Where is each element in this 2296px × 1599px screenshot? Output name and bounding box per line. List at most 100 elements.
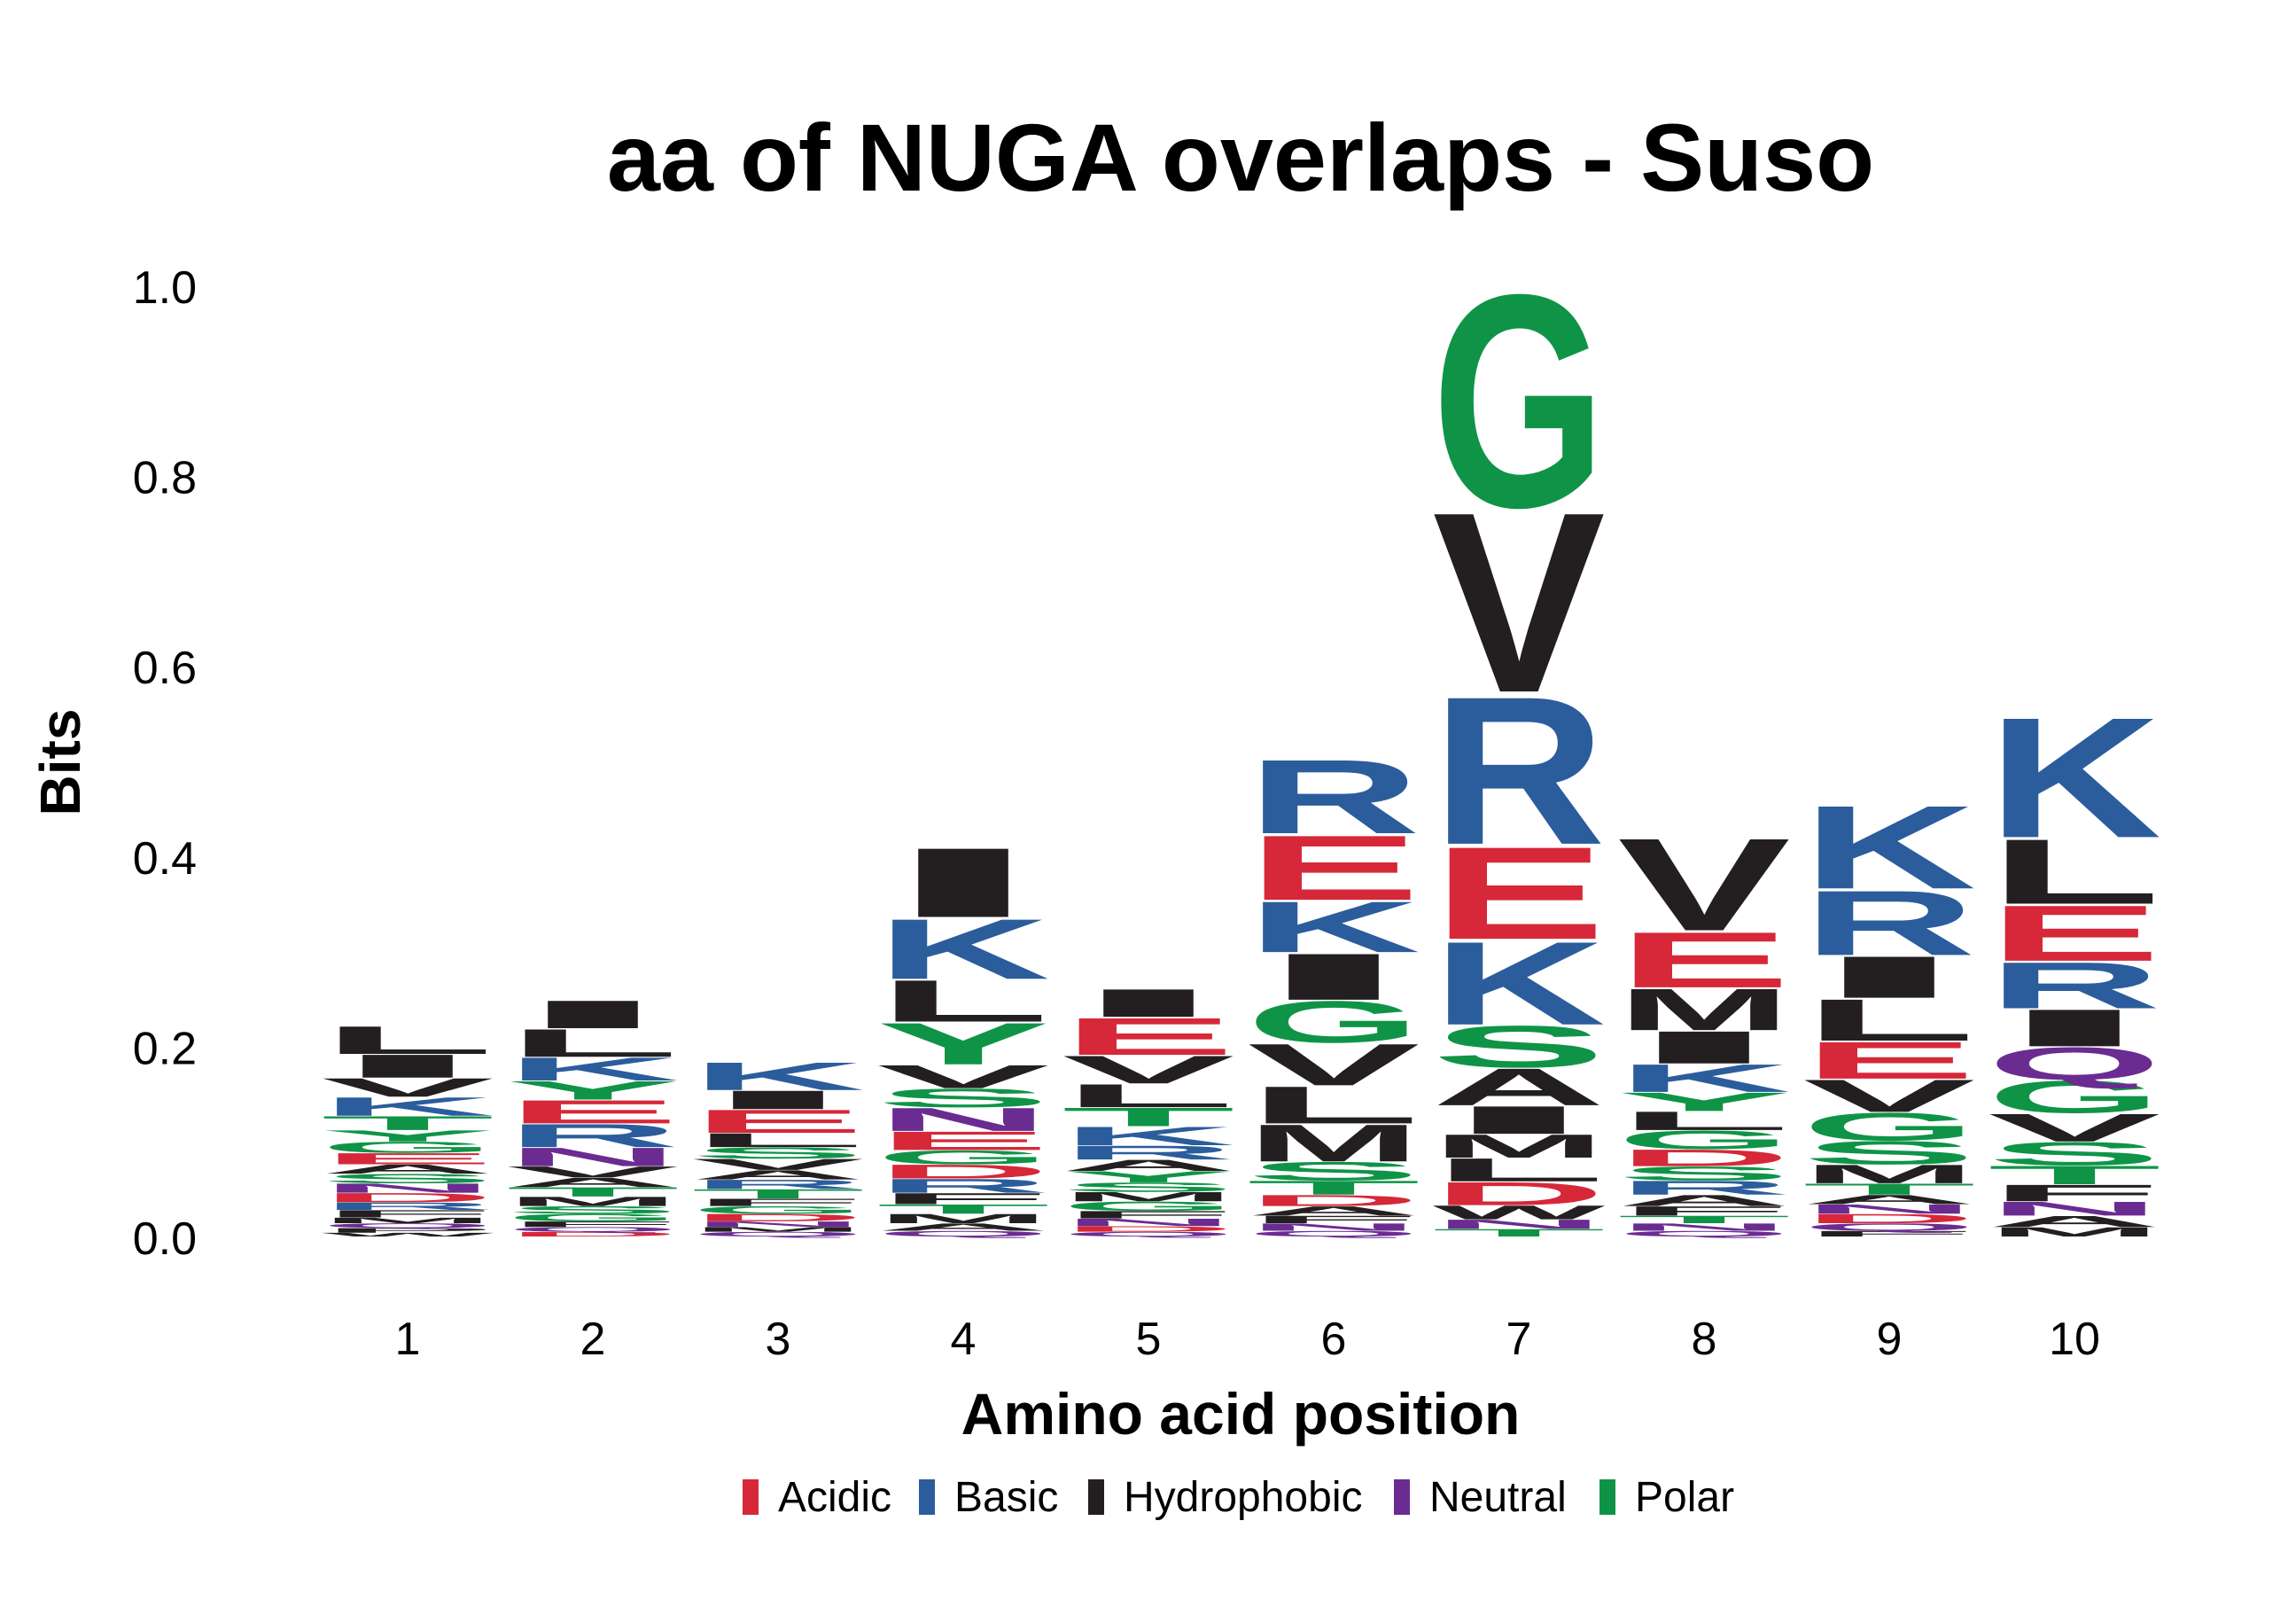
logo-letter: R <box>1247 738 1420 856</box>
logo-letter: Q <box>1988 1038 2161 1089</box>
logo-letter: R <box>1802 871 1976 975</box>
legend-swatch <box>919 1479 935 1515</box>
logo-letter: T <box>691 1187 865 1202</box>
y-tick-label: 1.0 <box>133 262 197 314</box>
logo-letter: E <box>1988 889 2161 978</box>
logo-letter: A <box>691 1167 865 1182</box>
legend-swatch <box>1599 1479 1615 1515</box>
x-tick-label: 8 <box>1692 1314 1717 1365</box>
logo-letter: D <box>1617 1144 1791 1171</box>
logo-letter: P <box>321 1227 494 1234</box>
chart-title: aa of NUGA overlaps - Suso <box>607 104 1874 211</box>
logo-letter: G <box>691 1204 865 1215</box>
x-tick-label: 10 <box>2049 1314 2100 1365</box>
y-axis-title: Bits <box>28 709 92 816</box>
logo-letter: N <box>691 1220 865 1228</box>
logo-letter: A <box>321 1162 494 1177</box>
logo-letter: V <box>876 1058 1049 1096</box>
logo-letter: D <box>1432 1175 1606 1213</box>
logo-letter: V <box>1247 1032 1420 1098</box>
logo-letter: G <box>321 1138 494 1156</box>
x-tick-label: 6 <box>1321 1314 1347 1365</box>
logo-letter: S <box>1802 1135 1976 1172</box>
logo-letter: S <box>1617 1163 1791 1185</box>
logo-letter: F <box>1802 1229 1976 1238</box>
logo-letter: I <box>1247 940 1420 1014</box>
y-tick-label: 0.8 <box>133 453 197 504</box>
logo-letter: K <box>1062 1121 1235 1150</box>
legend-swatch <box>1394 1479 1410 1515</box>
logo-letter: V <box>1062 1048 1234 1092</box>
logo-letter: F <box>1617 1204 1791 1219</box>
logo-letter: I <box>321 1048 494 1085</box>
logo-letter: G <box>506 1212 680 1223</box>
logo-letter: R <box>1988 948 2161 1022</box>
logo-letter: T <box>1802 1181 1976 1198</box>
legend: Acidic Basic Hydrophobic Neutral Polar <box>743 1474 1734 1521</box>
logo-letter: D <box>1062 1225 1235 1234</box>
logo-letter: L <box>1802 987 1976 1053</box>
logo-letter: L <box>876 968 1050 1034</box>
logo-letter: G <box>1802 1104 1976 1149</box>
logo-letter: N <box>876 1101 1050 1138</box>
logo-letter: S <box>321 1172 494 1187</box>
logo-letter: I <box>1802 944 1976 1010</box>
legend-label: Neutral <box>1429 1474 1567 1521</box>
logo-letter: Y <box>506 1076 680 1105</box>
logo-letter: K <box>321 1092 494 1121</box>
logo-letter: V <box>1802 1070 1975 1121</box>
logo-letter: M <box>876 1212 1050 1227</box>
logo-letter: S <box>1432 1014 1606 1080</box>
logo-letter: S <box>506 1205 680 1216</box>
logo-letter: Y <box>1617 1088 1791 1117</box>
logo-letter: Y <box>321 1127 494 1145</box>
logo-letter: F <box>321 1208 494 1220</box>
logo-letter: M <box>321 1216 494 1225</box>
logo-letter: M <box>506 1194 680 1209</box>
logo-letter: K <box>1988 682 2161 873</box>
logo-letter: N <box>321 1181 494 1196</box>
logo-letter: D <box>321 1190 494 1205</box>
logo-letter: I <box>1062 981 1235 1026</box>
logo-letter: Y <box>1062 1168 1235 1186</box>
logo-letter: N <box>1062 1216 1235 1228</box>
logo-letter: I <box>876 827 1050 938</box>
logo-letter: V <box>1988 1106 2160 1150</box>
logo-letter: S <box>1247 1157 1420 1186</box>
logo-letter: L <box>1432 1151 1606 1189</box>
logo-letter: D <box>876 1160 1050 1182</box>
logo-letter: R <box>1062 1142 1235 1164</box>
logo-letter: K <box>506 1051 680 1088</box>
logo-letter: V <box>321 1072 494 1102</box>
logo-letter: R <box>1617 1177 1791 1199</box>
x-tick-label: 4 <box>951 1314 977 1365</box>
x-axis-title: Amino acid position <box>961 1381 1521 1447</box>
logo-letter: G <box>1432 231 1606 571</box>
logo-letter: V <box>1617 811 1790 958</box>
logo-letter: D <box>691 1212 865 1223</box>
logo-letter: E <box>691 1103 865 1140</box>
logo-letter: N <box>1432 1217 1606 1232</box>
logo-letter: I <box>506 993 680 1037</box>
logo-letter: T <box>506 1184 680 1199</box>
logo-letter: L <box>1062 1077 1235 1114</box>
y-tick-label: 0.2 <box>133 1023 197 1074</box>
y-tick-label: 0.0 <box>133 1213 197 1265</box>
logo-letter: F <box>506 1220 680 1228</box>
logo-letter: R <box>876 1174 1050 1197</box>
logo-letter: T <box>1988 1160 2161 1190</box>
logo-letter: N <box>1802 1202 1976 1217</box>
legend-label: Basic <box>954 1474 1058 1521</box>
logo-letter: K <box>1802 781 1976 914</box>
logo-letter: E <box>321 1150 494 1167</box>
logo-letter: I <box>691 1085 865 1114</box>
y-axis-ticks: 0.0 0.2 0.4 0.6 0.8 1.0 <box>133 262 197 1265</box>
logo-letter: K <box>691 1055 865 1099</box>
logo-letter: R <box>691 1177 865 1192</box>
logo-letter: K <box>1247 887 1420 968</box>
logo-letter: L <box>1988 820 2161 924</box>
x-tick-label: 5 <box>1136 1314 1162 1365</box>
x-axis-ticks: 1 2 3 4 5 6 7 8 9 10 <box>395 1314 2100 1365</box>
